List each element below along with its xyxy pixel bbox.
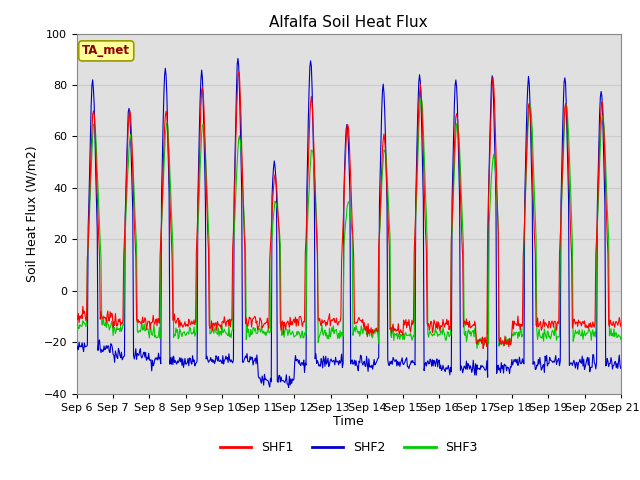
X-axis label: Time: Time [333,415,364,429]
Text: TA_met: TA_met [82,44,131,58]
Title: Alfalfa Soil Heat Flux: Alfalfa Soil Heat Flux [269,15,428,30]
Y-axis label: Soil Heat Flux (W/m2): Soil Heat Flux (W/m2) [25,145,38,282]
Legend: SHF1, SHF2, SHF3: SHF1, SHF2, SHF3 [214,436,483,459]
